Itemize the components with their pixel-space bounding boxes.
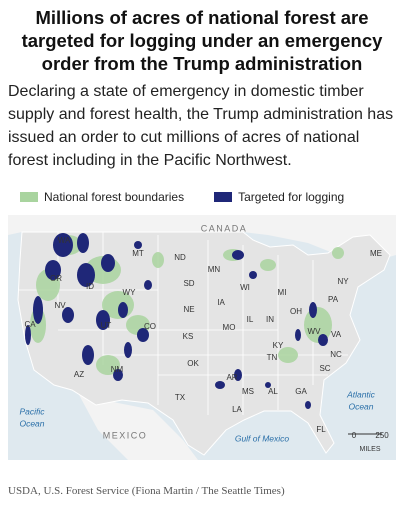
state-label: WI bbox=[240, 283, 250, 292]
state-label: LA bbox=[232, 405, 242, 414]
state-label: IA bbox=[217, 298, 225, 307]
logging-area bbox=[144, 280, 152, 290]
state-label: MS bbox=[242, 387, 254, 396]
forest-area bbox=[96, 355, 120, 375]
logging-area bbox=[62, 307, 74, 323]
source: USDA, U.S. Forest Service (Fiona Martin … bbox=[8, 485, 285, 497]
logging-area bbox=[318, 334, 328, 346]
water-label: Pacific bbox=[19, 406, 45, 416]
legend-swatch bbox=[214, 192, 233, 202]
state-label: AZ bbox=[74, 370, 84, 379]
logging-area bbox=[77, 263, 95, 287]
state-label: SC bbox=[319, 364, 330, 373]
logging-area bbox=[45, 260, 61, 280]
water-label: Gulf of Mexico bbox=[235, 433, 290, 443]
logging-area bbox=[295, 329, 301, 341]
logging-area bbox=[96, 310, 110, 330]
map: WA MT ND MN OR ID SD WI MI NY ME WY NE IA IL IN OH PA NV UT… bbox=[8, 215, 396, 460]
logging-areas bbox=[25, 233, 328, 409]
state-label: NM bbox=[111, 365, 124, 374]
water-label: Atlantic bbox=[346, 389, 376, 399]
water-label: Ocean bbox=[19, 418, 44, 428]
state-label: SD bbox=[183, 279, 194, 288]
state-label: AR bbox=[226, 373, 237, 382]
state-label: CO bbox=[144, 322, 156, 331]
subtitle: Declaring a state of emergency in domest… bbox=[8, 83, 394, 169]
logging-area bbox=[134, 241, 142, 249]
logging-area bbox=[305, 401, 311, 409]
state-label: NC bbox=[330, 350, 342, 359]
legend-item: Targeted for logging bbox=[214, 190, 344, 204]
country-label: MEXICO bbox=[103, 430, 148, 440]
legend: National forest boundaries Targeted for … bbox=[20, 190, 344, 204]
map-labels: WA MT ND MN OR ID SD WI MI NY ME WY NE IA IL IN OH PA NV UT… bbox=[19, 223, 389, 452]
state-label: TN bbox=[267, 353, 278, 362]
logging-area bbox=[234, 369, 242, 381]
legend-swatch bbox=[20, 192, 38, 202]
state-label: MI bbox=[278, 288, 287, 297]
logging-area bbox=[137, 328, 149, 342]
title: Millions of acres of national forest are… bbox=[21, 7, 383, 74]
canada-land bbox=[8, 215, 396, 263]
scale-label: 0 bbox=[352, 431, 357, 440]
state-label: MT bbox=[132, 249, 144, 258]
state-label: OR bbox=[50, 274, 62, 283]
state-label: CA bbox=[24, 320, 36, 329]
logging-area bbox=[77, 233, 89, 253]
logging-area bbox=[101, 254, 115, 272]
state-label: KS bbox=[183, 332, 194, 341]
state-label: IN bbox=[266, 315, 274, 324]
state-label: ID bbox=[86, 282, 94, 291]
logging-area bbox=[124, 342, 132, 358]
logging-area bbox=[53, 233, 73, 257]
state-label: FL bbox=[316, 425, 326, 434]
logging-area bbox=[25, 325, 31, 345]
forest-area bbox=[278, 347, 298, 363]
legend-item: National forest boundaries bbox=[20, 190, 184, 204]
forest-area bbox=[260, 259, 276, 271]
state-label: WV bbox=[308, 327, 322, 336]
state-label: GA bbox=[295, 387, 307, 396]
legend-label: National forest boundaries bbox=[44, 190, 185, 204]
us-land bbox=[17, 231, 391, 456]
state-label: PA bbox=[328, 295, 339, 304]
state-label: KY bbox=[273, 341, 284, 350]
logging-area bbox=[232, 250, 244, 260]
state-label: NV bbox=[54, 301, 66, 310]
logging-area bbox=[33, 296, 43, 324]
logging-area bbox=[265, 382, 271, 388]
state-label: OK bbox=[187, 359, 199, 368]
state-label: VA bbox=[331, 330, 342, 339]
scale-label: 250 bbox=[375, 431, 389, 440]
logging-area bbox=[249, 271, 257, 279]
forest-area bbox=[332, 247, 344, 259]
state-label: OH bbox=[290, 307, 302, 316]
mexico-land bbox=[78, 393, 198, 460]
scale-unit: MILES bbox=[359, 446, 380, 453]
logging-area bbox=[82, 345, 94, 365]
state-label: ND bbox=[174, 253, 186, 262]
logging-area bbox=[309, 302, 317, 318]
country-label: CANADA bbox=[201, 223, 248, 233]
state-label: WY bbox=[123, 288, 137, 297]
legend-label: Targeted for logging bbox=[238, 190, 345, 204]
state-label: UT bbox=[101, 321, 112, 330]
state-label: MN bbox=[208, 265, 221, 274]
logging-area bbox=[215, 381, 225, 389]
state-label: IL bbox=[247, 315, 254, 324]
state-label: TX bbox=[175, 393, 186, 402]
logging-area bbox=[118, 302, 128, 318]
state-label: AL bbox=[268, 387, 278, 396]
state-label: MO bbox=[223, 323, 236, 332]
state-label: WA bbox=[58, 236, 71, 245]
state-label: NY bbox=[337, 277, 349, 286]
state-label: ME bbox=[370, 249, 382, 258]
water-label: Ocean bbox=[348, 401, 373, 411]
logging-area bbox=[113, 369, 123, 381]
forest-area bbox=[152, 252, 164, 268]
state-label: NE bbox=[183, 305, 194, 314]
forest-area bbox=[304, 307, 332, 343]
